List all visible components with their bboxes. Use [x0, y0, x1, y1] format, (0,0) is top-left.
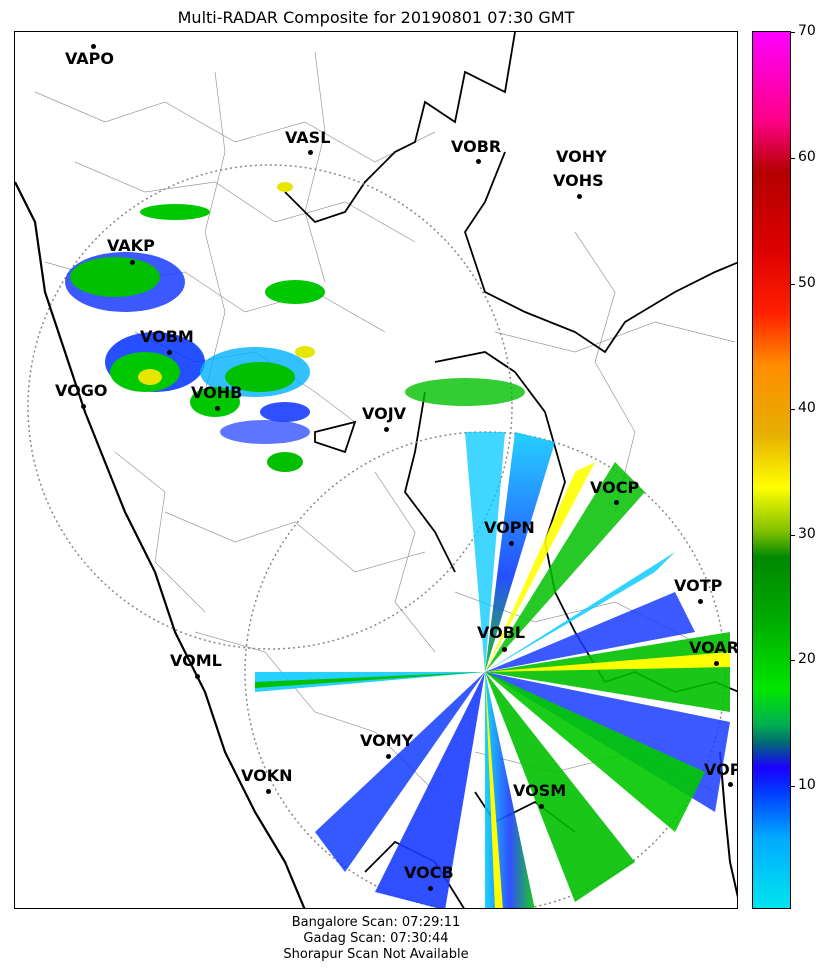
station-label: VAPO	[65, 49, 115, 68]
station-label: VASL	[285, 128, 331, 147]
colorbar-tick-label: 50	[798, 275, 816, 291]
station-dot	[308, 150, 313, 155]
colorbar-tick-label: 70	[798, 23, 816, 39]
station-dot	[698, 599, 703, 604]
station-dot	[714, 661, 719, 666]
station-dot	[167, 350, 172, 355]
station-label: VOHY	[556, 147, 607, 166]
map-layers	[15, 32, 737, 908]
colorbar-tickmark	[791, 535, 795, 536]
station-label: VAKP	[107, 236, 155, 255]
east-coastline	[719, 751, 737, 898]
station-dot	[428, 886, 433, 891]
station-dot	[91, 44, 96, 49]
scan-info-gadag: Gadag Scan: 07:30:44	[303, 931, 449, 946]
range-ring-gadag	[27, 164, 513, 650]
station-dot	[386, 754, 391, 759]
station-dot	[476, 159, 481, 164]
station-label: VOBM	[140, 327, 194, 346]
station-dot	[195, 674, 200, 679]
colorbar-tickmark	[791, 158, 795, 159]
station-label: VOPC	[704, 760, 737, 779]
station-dot	[81, 404, 86, 409]
station-label: VOMY	[360, 731, 414, 750]
station-dot	[509, 541, 514, 546]
station-dot	[130, 260, 135, 265]
colorbar-tickmark	[791, 284, 795, 285]
station-label: VOSM	[513, 781, 567, 800]
station-label: VOKN	[241, 766, 293, 785]
station-dot	[384, 427, 389, 432]
coastline	[15, 181, 306, 908]
scan-info-shorapur: Shorapur Scan Not Available	[283, 947, 469, 962]
map-title: Multi-RADAR Composite for 20190801 07:30…	[177, 8, 575, 27]
colorbar-tick-label: 60	[798, 149, 816, 165]
station-label: VOML	[170, 651, 222, 670]
station-dot	[266, 789, 271, 794]
station-label: VOGO	[55, 381, 108, 400]
colorbar-tick-label: 20	[798, 651, 816, 667]
station-dot	[502, 647, 507, 652]
station-label: VOPN	[484, 518, 535, 537]
station-dot	[215, 406, 220, 411]
colorbar-tickmark	[791, 32, 795, 33]
colorbar-tick-label: 40	[798, 400, 816, 416]
station-label: VOAR	[689, 638, 738, 657]
scan-info-bangalore: Bangalore Scan: 07:29:11	[291, 915, 461, 930]
station-dot	[539, 804, 544, 809]
colorbar-tick-label: 30	[798, 526, 816, 542]
station-label: VOBL	[477, 623, 526, 642]
radar-map[interactable]: VAPO VASL VOBR VOHY VOHS VAKP VOBM VOGO …	[14, 31, 738, 909]
station-label: VOCP	[590, 478, 640, 497]
colorbar-tickmark	[791, 660, 795, 661]
colorbar-tickmark	[791, 786, 795, 787]
station-label: VOBR	[451, 137, 502, 156]
station-label: VOJV	[362, 404, 407, 423]
station-label: VOTP	[674, 576, 723, 595]
station-label: VOCB	[404, 863, 454, 882]
colorbar-tickmark	[791, 409, 795, 410]
station-label: VOHS	[553, 171, 604, 190]
radar-echoes-southeast	[255, 432, 730, 908]
station-dot	[728, 782, 733, 787]
station-dot	[577, 194, 582, 199]
colorbar	[752, 31, 791, 909]
station-label: VOHB	[191, 383, 243, 402]
colorbar-tick-label: 10	[798, 777, 816, 793]
radar-echoes-northwest	[65, 182, 525, 472]
station-dot	[614, 500, 619, 505]
